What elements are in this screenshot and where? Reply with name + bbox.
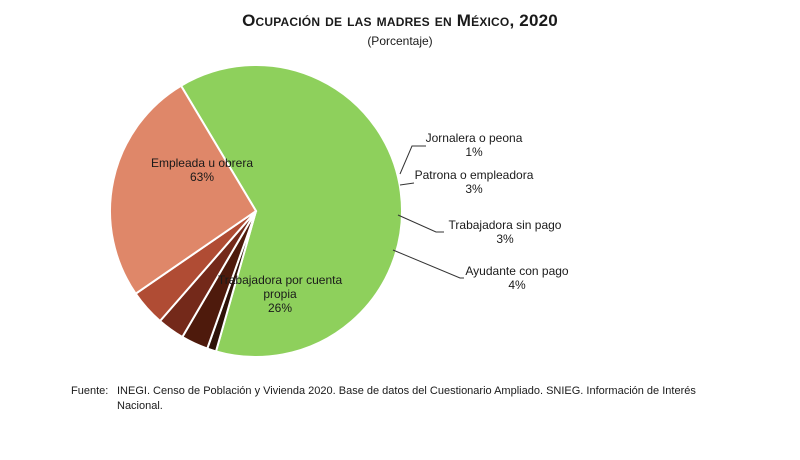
label-trabajadora-sin-pago: Trabajadora sin pago 3% [449, 218, 562, 246]
pie-slice-trabajadora-por-cuenta-propia [109, 84, 258, 296]
source-note: Fuente: INEGI. Censo de Población y Vivi… [71, 384, 731, 414]
chart-subtitle: (Porcentaje) [367, 34, 433, 48]
label-patrona-o-empleadora: Patrona o empleadora 3% [415, 168, 534, 196]
source-label: Fuente: [71, 385, 109, 397]
label-empleada-u-obrera: Empleada u obrera 63% [151, 156, 253, 184]
leader-line-ayudante-con-pago [392, 249, 464, 279]
pie-slice-empleada-u-obrera [179, 64, 403, 358]
leader-line-patrona-o-empleadora [399, 182, 415, 186]
leader-line-trabajadora-sin-pago [397, 214, 444, 233]
leader-line-jornalera-o-peona [399, 145, 426, 175]
pie-chart: Empleada u obrera 63% Jornalera o peona 1% P… [109, 64, 569, 358]
chart-title: Ocupación de las madres en México, 2020 [242, 11, 558, 30]
label-ayudante-con-pago: Ayudante con pago 4% [465, 264, 569, 292]
source-text: INEGI. Censo de Población y Vivienda 202… [117, 385, 696, 412]
label-jornalera-o-peona: Jornalera o peona 1% [426, 131, 523, 159]
label-trabajadora-por-cuenta-propia: Trabajadora por cuenta propia 26% [218, 273, 343, 315]
